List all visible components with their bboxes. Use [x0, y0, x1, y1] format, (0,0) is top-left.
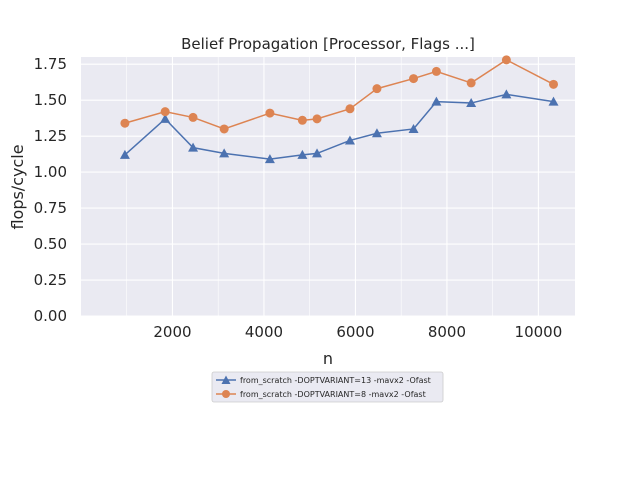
data-point-series-1 [501, 89, 512, 99]
data-point-series-2 [345, 104, 355, 114]
chart-title: Belief Propagation [Processor, Flags ...… [181, 35, 475, 53]
data-point-series-2 [160, 107, 170, 117]
data-point-series-2 [549, 79, 559, 89]
legend-label-series-2: from_scratch -DOPTVARIANT=8 -mavx2 -Ofas… [240, 390, 426, 399]
legend-label-series-1: from_scratch -DOPTVARIANT=13 -mavx2 -Ofa… [240, 376, 431, 385]
grid-lines [81, 57, 575, 317]
y-tick-label: 1.75 [34, 55, 67, 73]
x-axis-title: n [323, 349, 333, 368]
data-point-series-1 [431, 96, 442, 106]
x-tick-label: 6000 [336, 323, 374, 341]
x-tick-label: 4000 [245, 323, 283, 341]
y-axis-title: flops/cycle [8, 144, 27, 229]
data-point-series-2 [188, 112, 198, 122]
data-point-series-2 [466, 78, 476, 88]
data-point-series-2 [409, 74, 419, 84]
x-tick-label: 10000 [515, 323, 563, 341]
data-point-series-1 [219, 148, 230, 158]
data-point-series-1 [312, 148, 323, 158]
data-point-series-2 [372, 84, 382, 94]
data-point-series-2 [265, 108, 275, 118]
y-tick-label: 0.00 [34, 307, 67, 325]
y-tick-labels: 0.00 0.25 0.50 0.75 1.00 1.25 1.50 1.75 [34, 55, 67, 325]
legend: from_scratch -DOPTVARIANT=13 -mavx2 -Ofa… [211, 371, 444, 403]
data-point-series-2 [431, 66, 441, 76]
series-line-2 [124, 59, 554, 130]
series-line-1 [124, 93, 554, 160]
data-point-series-2 [501, 55, 511, 65]
series-layer [119, 55, 559, 164]
data-point-series-1 [188, 142, 199, 152]
data-point-series-1 [344, 135, 355, 145]
data-point-series-1 [297, 149, 308, 159]
y-tick-label: 1.50 [34, 91, 67, 109]
y-tick-label: 1.00 [34, 163, 67, 181]
data-point-series-1 [371, 128, 382, 138]
y-tick-label: 0.50 [34, 235, 67, 253]
data-point-series-2 [312, 114, 322, 124]
y-tick-label: 0.75 [34, 199, 67, 217]
data-point-series-1 [466, 98, 477, 108]
x-tick-label: 8000 [428, 323, 466, 341]
data-point-series-1 [548, 96, 559, 106]
data-point-series-1 [264, 154, 275, 164]
x-tick-label: 2000 [153, 323, 191, 341]
data-point-series-2 [219, 124, 229, 134]
data-point-series-2 [297, 115, 307, 125]
data-point-series-1 [160, 113, 171, 123]
legend-marker-series-2 [222, 390, 230, 398]
y-tick-label: 1.25 [34, 127, 67, 145]
x-tick-labels: 2000 4000 6000 8000 10000 [153, 323, 562, 341]
legend-box [211, 371, 444, 403]
data-point-series-1 [119, 149, 130, 159]
legend-marker-series-1 [221, 375, 231, 384]
y-tick-label: 0.25 [34, 271, 67, 289]
data-point-series-1 [408, 123, 419, 133]
data-point-series-2 [120, 118, 130, 128]
